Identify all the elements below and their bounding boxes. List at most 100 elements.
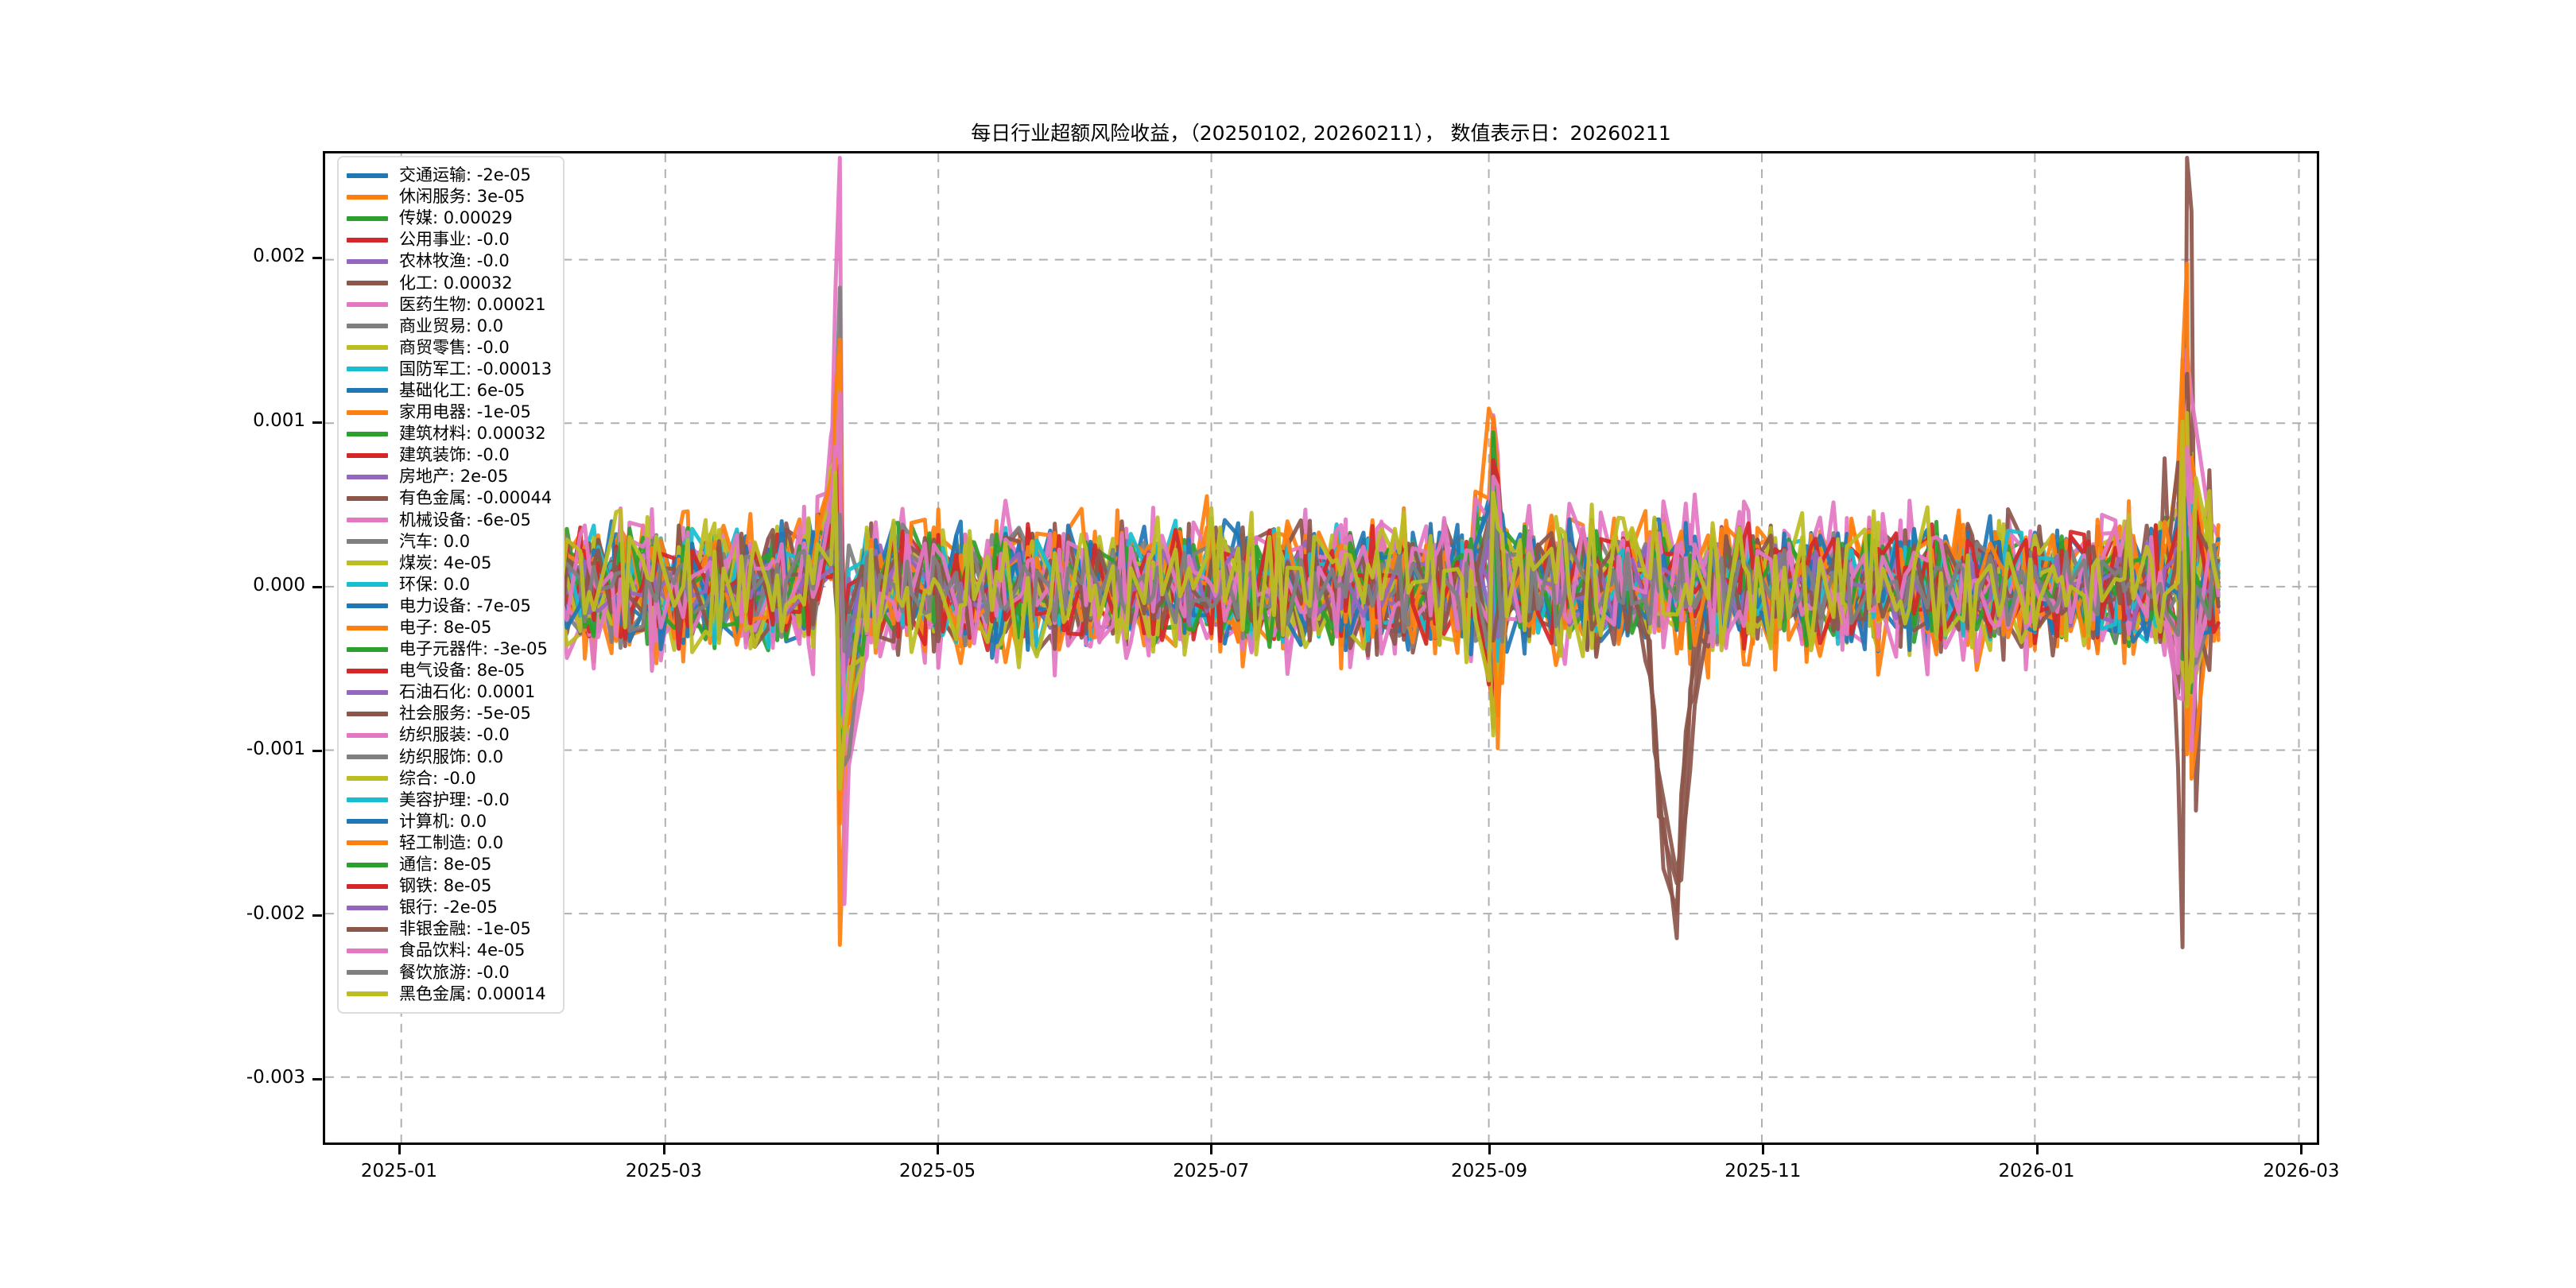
legend-item-label: 交通运输: -2e-05	[399, 165, 531, 185]
x-axis-tick-mark	[1210, 1145, 1213, 1154]
y-axis-tick-mark	[312, 750, 322, 753]
legend-item[interactable]: 家用电器: -1e-05	[347, 402, 552, 423]
legend-color-swatch	[347, 926, 388, 932]
series-line	[493, 374, 2221, 947]
legend-color-swatch	[347, 948, 388, 953]
legend-color-swatch	[347, 367, 388, 372]
legend-item[interactable]: 农林牧渔: -0.0	[347, 250, 552, 272]
legend-color-swatch	[347, 668, 388, 673]
legend-item[interactable]: 计算机: 0.0	[347, 811, 552, 832]
y-axis-tick-label: -0.001	[246, 739, 305, 760]
legend-item-label: 钢铁: 8e-05	[399, 876, 492, 896]
legend-color-swatch	[347, 689, 388, 695]
legend-item-label: 电气设备: 8e-05	[399, 661, 526, 681]
y-axis-tick-mark	[312, 914, 322, 917]
legend-item-label: 汽车: 0.0	[399, 531, 471, 551]
y-axis-tick-mark	[312, 1078, 322, 1081]
legend-color-swatch	[347, 173, 388, 178]
x-axis-tick-label: 2025-05	[898, 1161, 976, 1181]
legend-item[interactable]: 商业贸易: 0.0	[347, 316, 552, 337]
x-axis-tick-mark	[1488, 1145, 1492, 1154]
legend-item[interactable]: 纺织服装: -0.0	[347, 724, 552, 746]
x-axis-tick-mark	[1762, 1145, 1765, 1154]
legend-color-swatch	[347, 991, 388, 997]
legend-color-swatch	[347, 518, 388, 523]
legend-item[interactable]: 公用事业: -0.0	[347, 229, 552, 250]
legend-item-label: 餐饮旅游: -0.0	[399, 962, 510, 982]
legend-item-label: 石油石化: 0.0001	[399, 682, 536, 702]
legend-item[interactable]: 医药生物: 0.00021	[347, 294, 552, 316]
legend-item[interactable]: 环保: 0.0	[347, 574, 552, 596]
legend-item[interactable]: 化工: 0.00032	[347, 272, 552, 293]
x-axis-tick-label: 2025-01	[360, 1161, 437, 1181]
legend-item-label: 非银金融: -1e-05	[399, 919, 531, 939]
page-title: 每日行业超额风险收益，（20250102, 20260211）， 数值表示日：2…	[971, 122, 1671, 145]
legend-item[interactable]: 通信: 8e-05	[347, 854, 552, 875]
legend-item[interactable]: 纺织服饰: 0.0	[347, 747, 552, 768]
legend-color-swatch	[347, 603, 388, 609]
legend-item[interactable]: 基础化工: 6e-05	[347, 380, 552, 402]
legend-item[interactable]: 机械设备: -6e-05	[347, 510, 552, 531]
legend-color-swatch	[347, 474, 388, 479]
legend-color-swatch	[347, 840, 388, 846]
legend-color-swatch	[347, 905, 388, 910]
legend-item[interactable]: 非银金融: -1e-05	[347, 918, 552, 940]
y-axis-tick-mark	[312, 585, 322, 588]
legend-item-label: 传媒: 0.00029	[399, 208, 513, 228]
legend-item[interactable]: 食品饮料: 4e-05	[347, 940, 552, 961]
legend-item[interactable]: 石油石化: 0.0001	[347, 681, 552, 703]
legend-item[interactable]: 钢铁: 8e-05	[347, 875, 552, 897]
legend-item[interactable]: 国防军工: -0.00013	[347, 359, 552, 380]
legend-item-label: 电子: 8e-05	[399, 618, 492, 638]
legend-item[interactable]: 交通运输: -2e-05	[347, 165, 552, 186]
plot-area	[323, 151, 2319, 1145]
legend-item-label: 轻工制造: 0.0	[399, 832, 504, 852]
legend-item[interactable]: 电力设备: -7e-05	[347, 596, 552, 617]
legend-item[interactable]: 休闲服务: 3e-05	[347, 186, 552, 208]
x-axis-tick-mark	[2300, 1145, 2303, 1154]
legend-item-label: 房地产: 2e-05	[399, 467, 509, 487]
legend-color-swatch	[347, 862, 388, 867]
legend-item[interactable]: 轻工制造: 0.0	[347, 832, 552, 854]
legend-item[interactable]: 传媒: 0.00029	[347, 208, 552, 229]
legend-item[interactable]: 美容护理: -0.0	[347, 789, 552, 811]
legend-color-swatch	[347, 281, 388, 286]
x-axis-tick-label: 2025-09	[1451, 1161, 1528, 1181]
y-axis-tick-mark	[312, 257, 322, 260]
legend-item-label: 建筑装饰: -0.0	[399, 445, 510, 465]
legend-color-swatch	[347, 646, 388, 652]
legend-item[interactable]: 电子: 8e-05	[347, 617, 552, 638]
legend-item[interactable]: 银行: -2e-05	[347, 897, 552, 918]
legend-item[interactable]: 房地产: 2e-05	[347, 466, 552, 487]
legend-color-swatch	[347, 431, 388, 436]
legend-item[interactable]: 有色金属: -0.00044	[347, 487, 552, 509]
legend-item[interactable]: 商贸零售: -0.0	[347, 337, 552, 359]
legend-color-swatch	[347, 345, 388, 351]
legend-item[interactable]: 电子元器件: -3e-05	[347, 638, 552, 660]
legend-color-swatch	[347, 732, 388, 738]
legend-item-label: 电力设备: -7e-05	[399, 596, 531, 615]
y-axis-tick-label: 0.001	[253, 409, 305, 431]
legend-item[interactable]: 汽车: 0.0	[347, 531, 552, 553]
legend-item[interactable]: 建筑装饰: -0.0	[347, 444, 552, 466]
legend-color-swatch	[347, 452, 388, 458]
legend-item[interactable]: 煤炭: 4e-05	[347, 553, 552, 574]
legend[interactable]: 交通运输: -2e-05 休闲服务: 3e-05 传媒: 0.00029 公用事业: …	[337, 156, 565, 1014]
legend-item[interactable]: 黑色金属: 0.00014	[347, 983, 552, 1005]
legend-color-swatch	[347, 883, 388, 889]
x-axis-tick-mark	[662, 1145, 665, 1154]
legend-item-label: 银行: -2e-05	[399, 898, 498, 918]
legend-color-swatch	[347, 711, 388, 716]
legend-item-label: 美容护理: -0.0	[399, 789, 510, 809]
legend-item-label: 有色金属: -0.00044	[399, 488, 553, 508]
legend-color-swatch	[347, 539, 388, 545]
legend-item[interactable]: 餐饮旅游: -0.0	[347, 961, 552, 983]
legend-item[interactable]: 建筑材料: 0.00032	[347, 423, 552, 444]
legend-item[interactable]: 综合: -0.0	[347, 768, 552, 789]
x-axis-tick-label: 2025-11	[1724, 1161, 1802, 1181]
x-axis-tick-mark	[398, 1145, 401, 1154]
legend-color-swatch	[347, 797, 388, 803]
legend-item[interactable]: 电气设备: 8e-05	[347, 660, 552, 681]
legend-item[interactable]: 社会服务: -5e-05	[347, 703, 552, 724]
x-axis-tick-label: 2026-01	[1998, 1161, 2075, 1181]
